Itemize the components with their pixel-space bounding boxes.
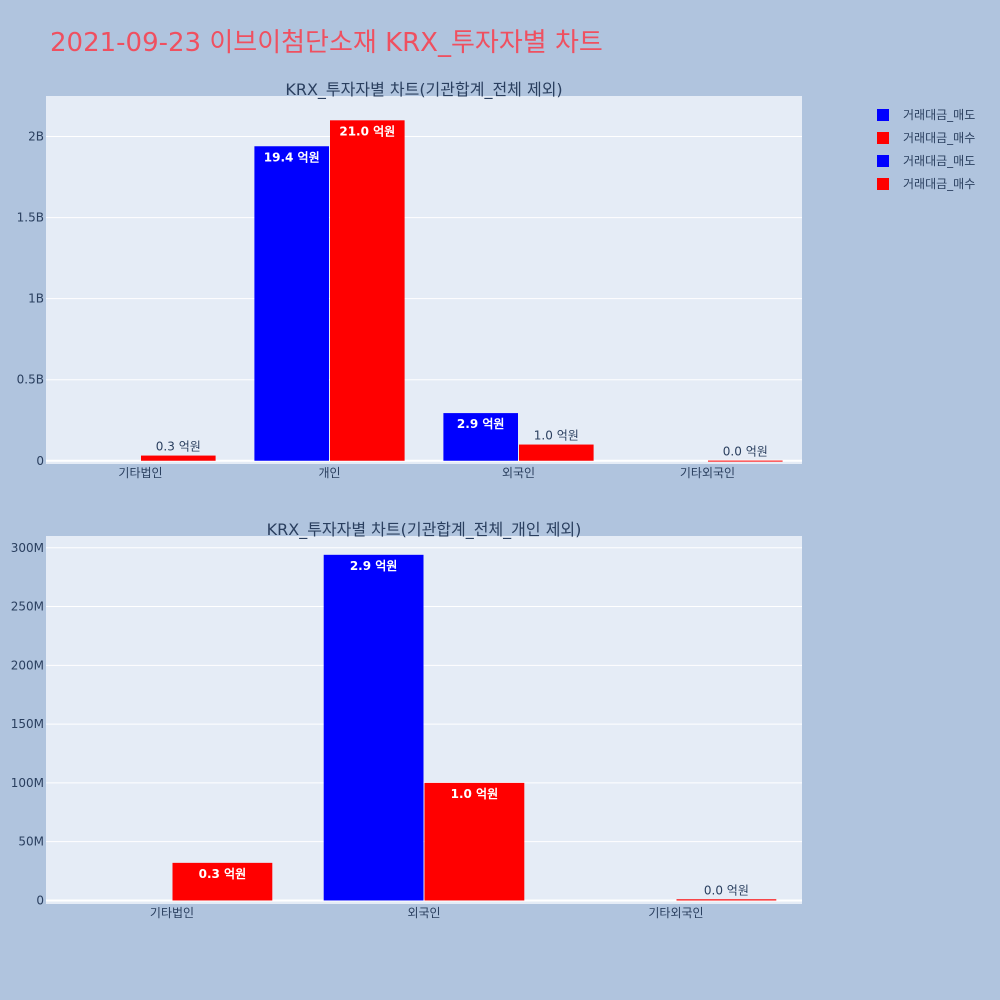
plot-area-2: [46, 536, 802, 904]
plot-area-1: [46, 96, 802, 464]
legend-entry: 거래대금_매수: [903, 177, 975, 191]
bar: [141, 455, 216, 461]
y-tick-label: 200M: [11, 658, 44, 672]
bar-value-label: 0.3 억원: [199, 867, 247, 881]
legend-entry: 거래대금_매수: [903, 131, 975, 145]
y-tick-label: 2B: [28, 130, 44, 144]
subplot-title: KRX_투자자별 차트(기관합계_전체 제외): [285, 80, 562, 100]
bar-value-label: 0.3 억원: [156, 440, 201, 454]
legend-swatch: [877, 178, 889, 190]
bar: [708, 460, 783, 462]
y-tick-label: 1.5B: [17, 211, 44, 225]
bar: [254, 146, 329, 461]
y-tick-label: 50M: [18, 835, 44, 849]
y-tick-label: 0.5B: [17, 373, 44, 387]
bar: [172, 862, 273, 901]
y-tick-label: 0: [36, 454, 44, 468]
y-tick-label: 300M: [11, 541, 44, 555]
legend-swatch: [877, 109, 889, 121]
bar-value-label: 1.0 억원: [451, 787, 499, 801]
subplot-title: KRX_투자자별 차트(기관합계_전체_개인 제외): [267, 520, 582, 540]
bar: [330, 120, 405, 461]
x-tick-label: 기타법인: [118, 466, 162, 480]
legend-entry: 거래대금_매도: [903, 108, 975, 122]
y-tick-label: 150M: [11, 717, 44, 731]
bar: [519, 444, 594, 461]
legend-entry: 거래대금_매도: [903, 154, 975, 168]
bar-value-label: 2.9 억원: [457, 417, 505, 431]
bar: [424, 782, 525, 901]
legend-swatch: [877, 132, 889, 144]
bar-value-label: 0.0 억원: [723, 445, 768, 459]
bar-value-label: 0.0 억원: [704, 883, 749, 897]
x-tick-label: 개인: [318, 466, 340, 480]
x-tick-label: 기타외국인: [648, 906, 703, 920]
y-tick-label: 0: [36, 893, 44, 907]
bar-value-label: 21.0 억원: [339, 124, 395, 138]
x-tick-label: 외국인: [502, 466, 535, 480]
bar-value-label: 1.0 억원: [534, 429, 579, 443]
y-tick-label: 100M: [11, 776, 44, 790]
bar-value-label: 19.4 억원: [264, 150, 320, 164]
bar: [323, 554, 424, 901]
bar: [676, 899, 777, 901]
y-tick-label: 250M: [11, 600, 44, 614]
legend-swatch: [877, 155, 889, 167]
x-tick-label: 외국인: [407, 906, 440, 920]
x-tick-label: 기타외국인: [680, 466, 735, 480]
bar: [443, 413, 518, 461]
bar-value-label: 2.9 억원: [350, 559, 398, 573]
page-title: 2021-09-23 이브이첨단소재 KRX_투자자별 차트: [50, 28, 603, 58]
y-tick-label: 1B: [28, 292, 44, 306]
x-tick-label: 기타법인: [150, 906, 194, 920]
